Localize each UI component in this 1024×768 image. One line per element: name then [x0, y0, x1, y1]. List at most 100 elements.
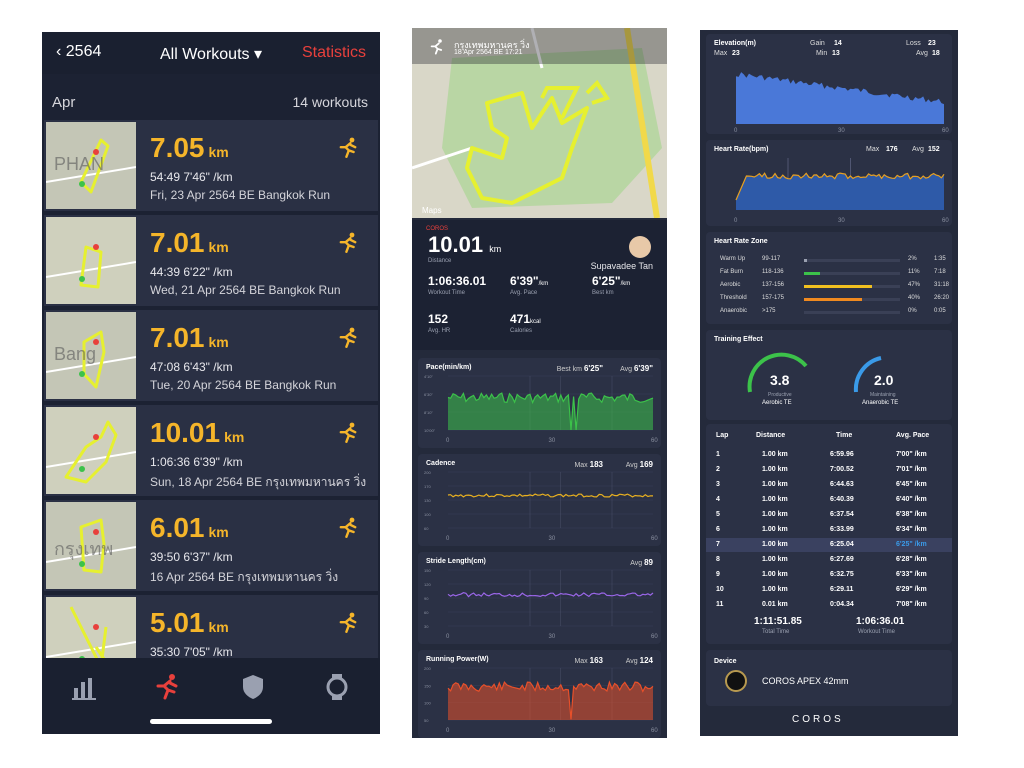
avatar[interactable]: [629, 236, 651, 258]
lap-cell: 6: [716, 526, 720, 533]
workout-time-pace: 47:08 6'43" /km: [150, 360, 233, 374]
workout-distance: 5.01 km: [150, 607, 229, 639]
elevation-min: 13: [832, 50, 840, 57]
workout-distance: 10.01 km: [150, 417, 244, 449]
lap-row[interactable]: 3 1.00 km 6:44.63 6'45" /km: [706, 478, 952, 492]
filter-dropdown[interactable]: All Workouts ▾: [160, 44, 262, 64]
x-tick-label: 30: [549, 536, 556, 542]
y-tick-label: 200: [424, 470, 431, 475]
stat-value: 183: [589, 460, 603, 469]
stride-chart[interactable]: Stride Length(cm) Avg 89 150 120 90 60 30 0 30 60: [418, 552, 661, 644]
lap-cell: 8: [716, 556, 720, 563]
elevation-chart[interactable]: Elevation(m) Gain 14 Loss 23 Max 23 Min 13 Avg 18 0…: [706, 34, 952, 134]
y-tick-label: 150: [424, 683, 431, 688]
pace-chart[interactable]: Pace(min/km) Avg 6'39" Best km 6'25" 4'10" 6…: [418, 358, 661, 448]
y-tick-label: 150: [424, 568, 431, 573]
workout-row[interactable]: 7.01 km 44:39 6'22" /km Wed, 21 Apr 2564 BE…: [44, 215, 378, 306]
lap-row[interactable]: 8 1.00 km 6:27.69 6'28" /km: [706, 553, 952, 567]
chart-area: [448, 682, 653, 720]
stat-value: 124: [639, 656, 653, 665]
lap-cell: 1.00 km: [762, 496, 788, 503]
lap-row[interactable]: 6 1.00 km 6:33.99 6'34" /km: [706, 523, 952, 537]
lap-cell: 6:25.04: [830, 541, 854, 548]
chart-stat: Avg 169: [626, 460, 653, 469]
distance-unit: km: [208, 239, 229, 255]
device-card[interactable]: Device COROS APEX 42mm: [706, 650, 952, 706]
zone-row: Aerobic 137-156 47% 31:18: [714, 282, 949, 292]
heart-rate-chart[interactable]: Heart Rate(bpm) Max 176 Avg 152 0 30 60: [706, 140, 952, 226]
elevation-max-label: Max: [714, 50, 728, 57]
elevation-gain: 14: [834, 40, 842, 47]
top-bar: ‹ 2564 All Workouts ▾ Statistics: [42, 32, 380, 74]
zone-time: 26:20: [934, 295, 950, 301]
zone-row: Anaerobic >175 0% 0:05: [714, 308, 946, 318]
summary-stat-value: 152: [428, 312, 448, 326]
anaerobic-ring: [853, 356, 882, 393]
stat-label: Avg: [625, 462, 638, 469]
y-tick-label: 50: [424, 718, 429, 723]
back-button[interactable]: ‹ 2564: [56, 43, 102, 60]
stat-label: Best km: [556, 366, 582, 373]
workout-distance: 6.01 km: [150, 512, 229, 544]
stat-value: 169: [639, 460, 653, 469]
power-chart[interactable]: Running Power(W) Avg 124 Max 163 200 150 100 5…: [418, 650, 661, 738]
lap-row[interactable]: 5 1.00 km 6:37.54 6'38" /km: [706, 508, 952, 522]
lap-column-header: Avg. Pace: [896, 432, 930, 439]
lap-cell: 6:37.54: [830, 511, 854, 518]
y-tick-label: 200: [424, 666, 431, 671]
run-icon[interactable]: [152, 672, 182, 702]
lap-cell: 1.00 km: [762, 526, 788, 533]
shield-icon[interactable]: [238, 672, 268, 702]
chart-plot: 200 150 100 50 0 30 60: [424, 666, 658, 734]
workout-date: Tue, 20 Apr 2564 BE Bangkok Run: [150, 378, 337, 392]
summary-stat-value: 471kcal: [510, 312, 541, 326]
lap-cell: 1.00 km: [762, 451, 788, 458]
training-anaerobic: 2.0: [874, 372, 894, 388]
lap-row[interactable]: 1 1.00 km 6:59.96 7'00" /km: [706, 448, 952, 462]
lap-cell: 6:32.75: [830, 571, 854, 578]
stat-number: 6'39": [510, 274, 539, 288]
lap-cell: 6'25" /km: [896, 541, 927, 548]
workout-row[interactable]: Bang 7.01 km 47:08 6'43" /km Tue, 20 Apr 256…: [44, 310, 378, 401]
lap-cell: 6:27.69: [830, 556, 854, 563]
stat-unit: /km: [538, 281, 549, 287]
statistics-button[interactable]: Statistics: [301, 44, 366, 61]
zone-bar-track: [804, 272, 900, 275]
training-title: Training Effect: [714, 336, 763, 343]
elevation-avg-label: Avg: [916, 50, 928, 57]
stat-label: Avg: [630, 560, 643, 567]
lap-row[interactable]: 2 1.00 km 7:00.52 7'01" /km: [706, 463, 952, 477]
lap-row[interactable]: 10 1.00 km 6:29.11 6'29" /km: [706, 583, 952, 597]
lap-cell: 6:44.63: [830, 481, 854, 488]
workout-row[interactable]: กรุงเทพ 6.01 km 39:50 6'37" /km 16 Apr 2564 …: [44, 500, 378, 591]
run-icon: [339, 612, 357, 633]
lap-row[interactable]: 11 0.01 km 0:04.34 7'08" /km: [706, 598, 952, 612]
elevation-max: 23: [732, 50, 740, 57]
cadence-chart[interactable]: Cadence Avg 169 Max 183 200 170 130 100 60 0 30 60: [418, 454, 661, 546]
training-rings: [747, 352, 882, 393]
lap-cell: 6'33" /km: [896, 571, 927, 578]
chart-icon[interactable]: [70, 672, 100, 702]
maps-attribution: Maps: [422, 206, 442, 215]
lap-cell: 6:40.39: [830, 496, 854, 503]
lap-row[interactable]: 7 1.00 km 6:25.04 6'25" /km: [706, 538, 952, 552]
lap-row[interactable]: 4 1.00 km 6:40.39 6'40" /km: [706, 493, 952, 507]
coros-brand-logo: COROS: [792, 714, 844, 725]
lap-cell: 0:04.34: [830, 601, 854, 608]
workout-row[interactable]: 10.01 km 1:06:36 6'39" /km Sun, 18 Apr 2564…: [44, 405, 378, 496]
workout-row[interactable]: PHAN 7.05 km 54:49 7'46" /km Fri, 23 Apr 256…: [44, 120, 378, 211]
y-tick-label: 10'00": [424, 428, 436, 433]
stat-unit: /km: [620, 281, 631, 287]
x-tick-label: 30: [549, 634, 556, 640]
route-map[interactable]: กรุงเทพมหานคร วิ่ง 18 Apr 2564 BE 17:21 …: [412, 28, 667, 219]
x-tick-label: 60: [651, 536, 658, 542]
watch-icon[interactable]: [322, 672, 352, 702]
zone-bar-track: [804, 285, 900, 288]
lap-cell: 3: [716, 481, 720, 488]
lap-cell: 6:33.99: [830, 526, 854, 533]
elevation-avg: 18: [932, 50, 940, 57]
summary-stat-label: Avg. Pace: [510, 290, 538, 296]
map-label: Bang: [54, 344, 97, 364]
map-label: PHAN: [54, 154, 105, 174]
lap-row[interactable]: 9 1.00 km 6:32.75 6'33" /km: [706, 568, 952, 582]
